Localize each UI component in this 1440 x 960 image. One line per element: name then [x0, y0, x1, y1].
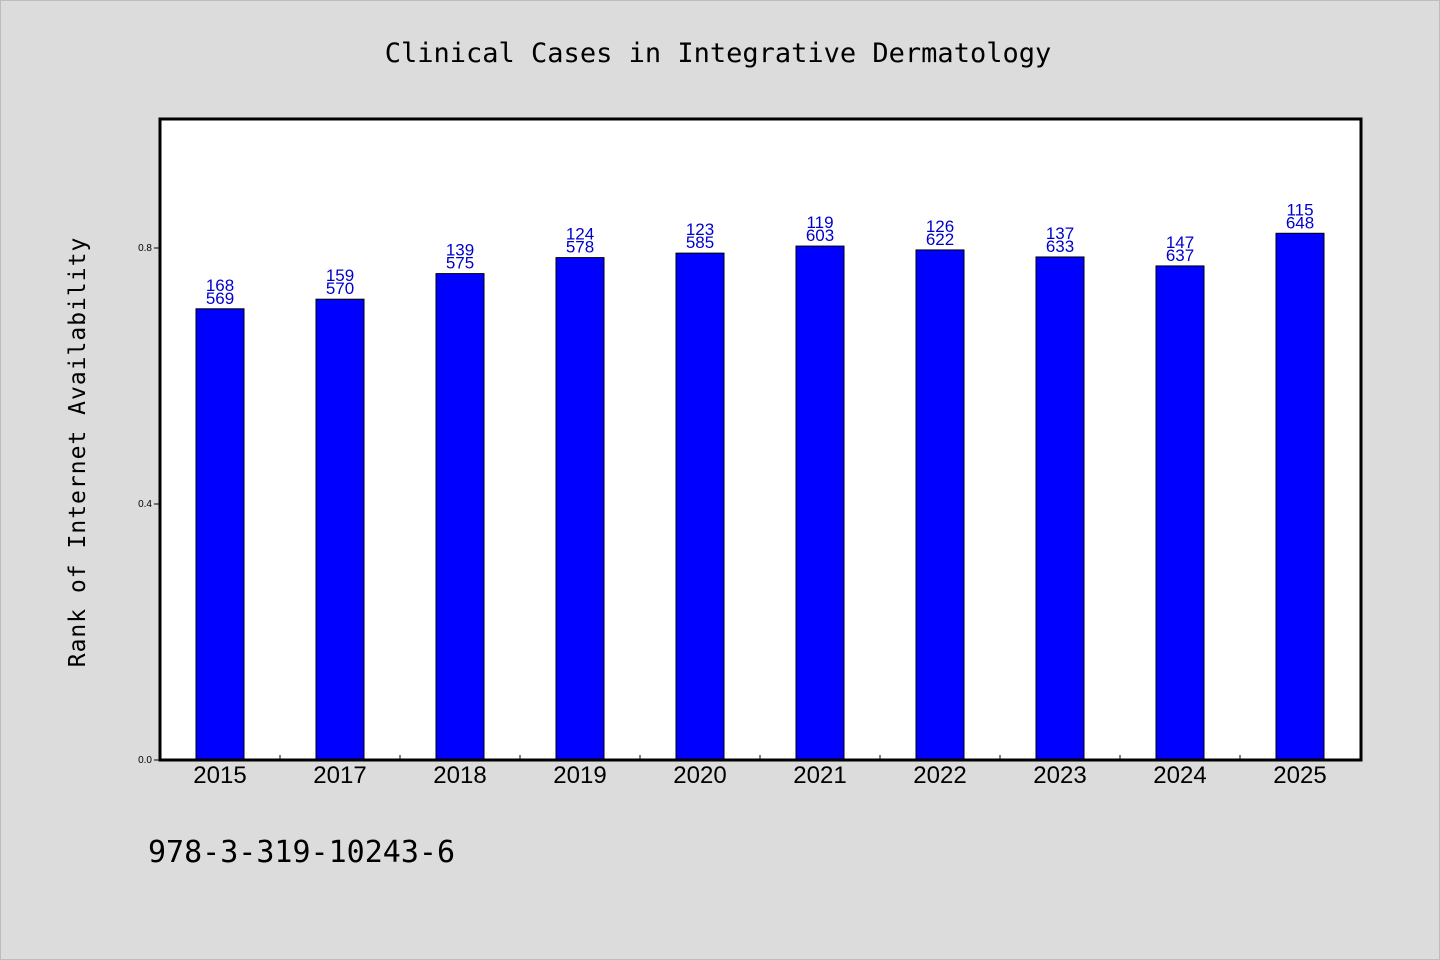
bars-layer — [195, 232, 1325, 761]
x-tick-label-2023: 2023 — [1033, 762, 1086, 789]
bar-2023 — [1035, 256, 1085, 761]
y-axis-label: Rank of Internet Availability — [65, 237, 91, 668]
bar-2019 — [555, 257, 605, 761]
y-tick-label: 0.4 — [138, 499, 152, 510]
data-label-top-2023: 137 — [1046, 224, 1074, 243]
data-label-bottom-2017: 570 — [326, 279, 354, 298]
x-tick-label-2015: 2015 — [193, 762, 246, 789]
data-label-top-2015: 168 — [206, 276, 234, 295]
data-label-bottom-2019: 578 — [566, 238, 594, 257]
bar-2017 — [315, 298, 365, 761]
x-tick-label-2020: 2020 — [673, 762, 726, 789]
bar-2015 — [195, 308, 245, 761]
data-label-bottom-2020: 585 — [686, 233, 714, 252]
isbn-footer: 978-3-319-10243-6 — [148, 835, 455, 870]
x-tick-label-2017: 2017 — [313, 762, 366, 789]
data-label-top-2022: 126 — [926, 217, 954, 236]
x-tick-label-2022: 2022 — [913, 762, 966, 789]
data-label-bottom-2024: 637 — [1166, 246, 1194, 265]
data-label-bottom-2022: 622 — [926, 230, 954, 249]
data-label-top-2021: 119 — [806, 213, 833, 232]
x-tick-label-2024: 2024 — [1153, 762, 1206, 789]
data-label-bottom-2021: 603 — [806, 226, 834, 245]
x-tick-label-2019: 2019 — [553, 762, 606, 789]
plot-border — [158, 117, 1363, 762]
data-label-bottom-2015: 569 — [206, 289, 234, 308]
bar-2022 — [915, 249, 965, 761]
data-label-top-2025: 115 — [1286, 200, 1313, 219]
bar-2024 — [1155, 265, 1205, 761]
ticks-layer: 2015 2017 2018 2019 2020 2021 2022 2023 2024 2025… — [138, 243, 1327, 789]
x-tick-label-2025: 2025 — [1273, 762, 1326, 789]
x-tick-label-2018: 2018 — [433, 762, 486, 789]
data-label-top-2017: 159 — [326, 266, 354, 285]
x-tick-label-2021: 2021 — [793, 762, 846, 789]
data-label-top-2020: 123 — [686, 220, 714, 239]
data-label-bottom-2018: 575 — [446, 254, 474, 273]
bar-2025 — [1275, 232, 1325, 761]
data-label-bottom-2023: 633 — [1046, 237, 1074, 256]
data-label-top-2019: 124 — [566, 225, 594, 244]
data-label-bottom-2025: 648 — [1286, 213, 1314, 232]
y-tick-label: 0.0 — [138, 755, 152, 766]
bar-2020 — [675, 252, 725, 761]
y-tick-label: 0.8 — [138, 243, 152, 254]
chart-title: Clinical Cases in Integrative Dermatolog… — [385, 38, 1051, 69]
bar-2021 — [795, 245, 845, 761]
data-label-top-2018: 139 — [446, 241, 474, 260]
data-label-top-2024: 147 — [1166, 233, 1194, 252]
bar-2018 — [435, 273, 485, 761]
